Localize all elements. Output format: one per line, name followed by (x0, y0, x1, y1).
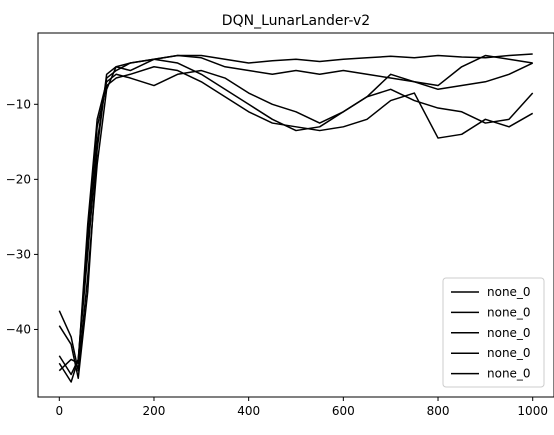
series-line-3 (58, 62, 534, 372)
series-line-1 (58, 53, 533, 376)
y-tick-label: −10 (6, 97, 31, 111)
x-tick-label: 400 (237, 404, 260, 418)
legend-label: none_0 (487, 285, 531, 299)
x-tick-label: 0 (55, 404, 63, 418)
x-axis: 0 200 400 600 800 1000 (55, 397, 548, 418)
series-line-2 (58, 54, 533, 372)
y-tick-label: −20 (6, 172, 31, 186)
plot-area (58, 53, 534, 383)
x-tick-label: 800 (427, 404, 450, 418)
plot-frame (37, 32, 554, 398)
legend-box (442, 277, 545, 388)
series-line-4 (58, 58, 534, 379)
chart-title: DQN_LunarLander-v2 (222, 13, 370, 29)
x-tick-label: 600 (332, 404, 355, 418)
legend: none_0 none_0 none_0 none_0 none_0 (442, 277, 545, 388)
legend-label: none_0 (487, 305, 531, 319)
legend-label: none_0 (487, 346, 531, 360)
x-tick-label: 200 (143, 404, 166, 418)
y-axis: −40 −30 −20 −10 (6, 97, 38, 336)
legend-label: none_0 (487, 367, 531, 381)
y-tick-label: −40 (6, 322, 31, 336)
series-line-5 (58, 66, 534, 383)
x-tick-label: 1000 (517, 404, 548, 418)
y-tick-label: −30 (6, 247, 31, 261)
legend-label: none_0 (487, 326, 531, 340)
